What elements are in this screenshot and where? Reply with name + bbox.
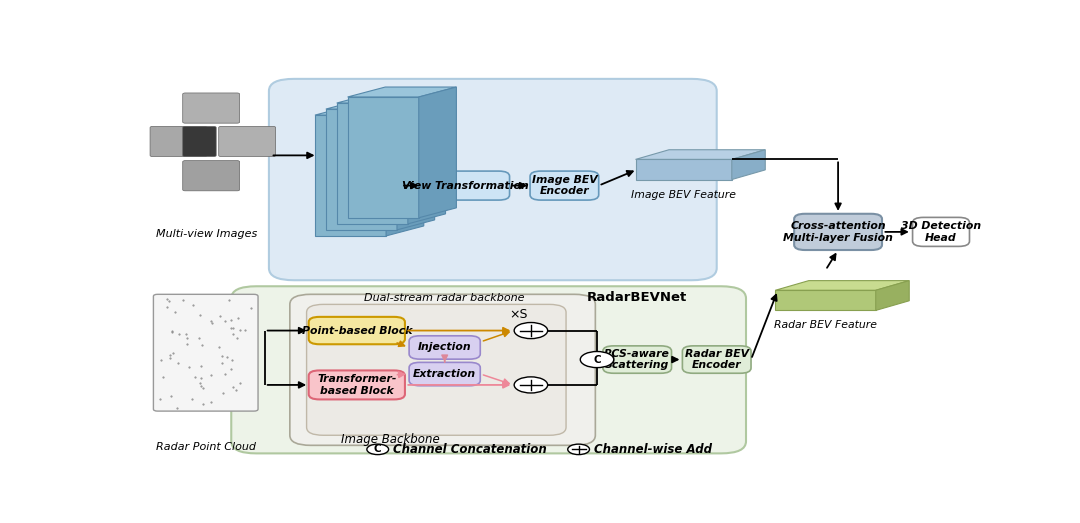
Text: Channel Concatenation: Channel Concatenation	[393, 443, 546, 456]
Polygon shape	[732, 150, 766, 179]
Polygon shape	[635, 150, 766, 160]
FancyBboxPatch shape	[218, 127, 275, 156]
Polygon shape	[397, 99, 434, 230]
Polygon shape	[775, 281, 909, 290]
Text: C: C	[593, 355, 600, 365]
FancyBboxPatch shape	[409, 362, 481, 386]
Polygon shape	[876, 281, 909, 311]
Polygon shape	[419, 87, 457, 218]
Circle shape	[514, 323, 548, 338]
Circle shape	[580, 351, 613, 368]
Text: 3D Detection
Head: 3D Detection Head	[901, 221, 981, 243]
Polygon shape	[348, 97, 419, 218]
FancyBboxPatch shape	[603, 346, 672, 373]
Polygon shape	[348, 87, 457, 97]
Text: Image Backbone: Image Backbone	[341, 433, 440, 446]
Circle shape	[514, 377, 548, 393]
Text: ×S: ×S	[509, 308, 528, 321]
Text: Image BEV Feature: Image BEV Feature	[631, 190, 735, 200]
FancyBboxPatch shape	[421, 171, 510, 200]
FancyBboxPatch shape	[183, 93, 240, 123]
FancyBboxPatch shape	[269, 79, 717, 280]
Polygon shape	[635, 160, 732, 179]
Text: RadarBEVNet: RadarBEVNet	[588, 291, 687, 304]
FancyBboxPatch shape	[183, 127, 216, 156]
Text: View Transformation: View Transformation	[402, 180, 529, 190]
Text: Multi-view Images: Multi-view Images	[156, 229, 257, 239]
FancyBboxPatch shape	[913, 218, 970, 246]
Text: Extraction: Extraction	[414, 369, 476, 379]
Text: Radar BEV Feature: Radar BEV Feature	[774, 320, 877, 329]
Text: Radar BEV
Encoder: Radar BEV Encoder	[685, 349, 748, 370]
FancyBboxPatch shape	[289, 294, 595, 445]
FancyBboxPatch shape	[307, 304, 566, 435]
FancyBboxPatch shape	[309, 317, 405, 344]
Polygon shape	[326, 99, 434, 109]
Circle shape	[568, 444, 590, 454]
Polygon shape	[315, 115, 387, 236]
Text: Radar Point Cloud: Radar Point Cloud	[157, 442, 256, 452]
FancyBboxPatch shape	[153, 294, 258, 411]
Polygon shape	[326, 109, 397, 230]
Text: RCS-aware
Scattering: RCS-aware Scattering	[605, 349, 670, 370]
Text: Image BEV
Encoder: Image BEV Encoder	[531, 175, 597, 197]
Text: Dual-stream radar backbone: Dual-stream radar backbone	[364, 292, 525, 302]
Text: Cross-attention
Multi-layer Fusion: Cross-attention Multi-layer Fusion	[783, 221, 893, 243]
FancyBboxPatch shape	[183, 161, 240, 191]
Text: Point-based Block: Point-based Block	[301, 325, 413, 336]
FancyBboxPatch shape	[683, 346, 751, 373]
Text: Transformer-
based Block: Transformer- based Block	[318, 374, 396, 396]
Polygon shape	[337, 103, 408, 224]
Polygon shape	[337, 93, 446, 103]
Polygon shape	[387, 105, 423, 236]
FancyBboxPatch shape	[794, 214, 882, 250]
Text: Channel-wise Add: Channel-wise Add	[594, 443, 712, 456]
Circle shape	[367, 444, 389, 454]
Polygon shape	[408, 93, 446, 224]
Polygon shape	[775, 290, 876, 311]
Polygon shape	[315, 105, 423, 115]
FancyBboxPatch shape	[309, 370, 405, 400]
Text: Injection: Injection	[418, 343, 472, 353]
Text: C: C	[374, 445, 381, 454]
FancyBboxPatch shape	[530, 171, 598, 200]
FancyBboxPatch shape	[231, 286, 746, 453]
FancyBboxPatch shape	[409, 336, 481, 359]
FancyBboxPatch shape	[150, 127, 207, 156]
